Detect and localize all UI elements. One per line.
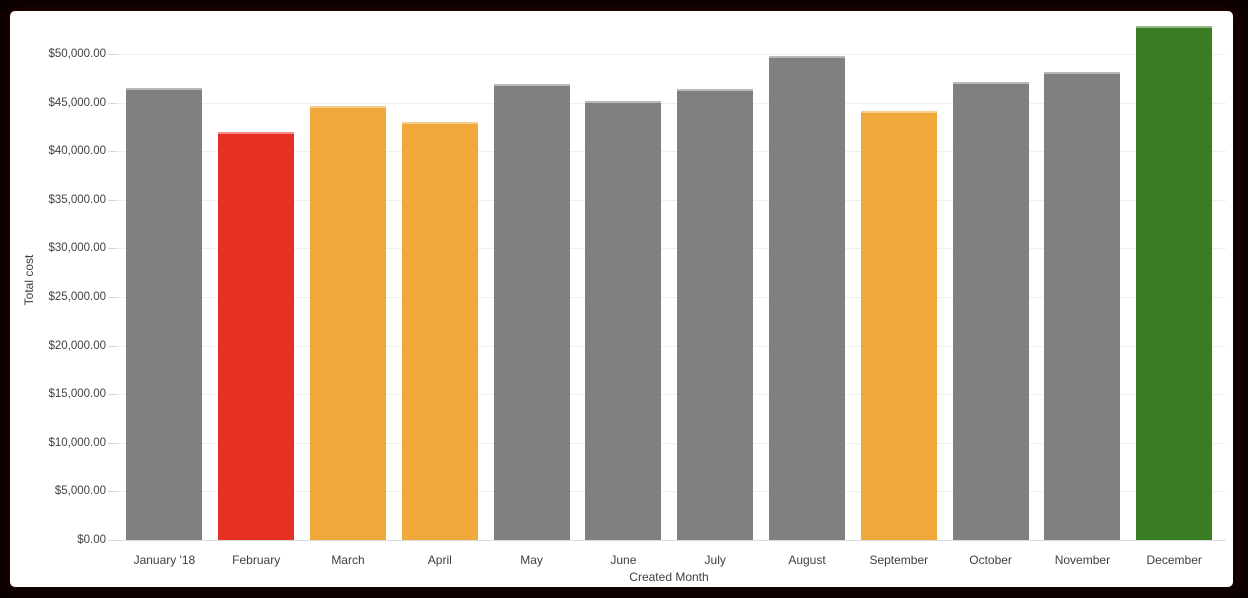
gridline [110,248,1226,250]
y-axis-tick-label: $5,000.00 [54,485,106,498]
y-axis-tick-mark [108,442,117,444]
y-axis-tick-label: $45,000.00 [48,96,106,109]
gridline [110,54,1226,55]
gridline [110,394,1226,396]
bar-july[interactable] [677,88,754,540]
bar-november[interactable] [1044,72,1121,540]
y-axis-tick-mark [108,54,117,55]
y-axis-tick-label: $20,000.00 [48,339,106,352]
y-axis-tick-label: $40,000.00 [48,145,106,158]
y-axis-tick-label: $35,000.00 [48,193,106,206]
plot-area: $0.00 $5,000.00 $10,000.00 $15,000.00 $20,00… [10,11,1233,587]
gridline [110,491,1226,493]
bar-august[interactable] [769,55,845,540]
y-axis-tick-label: $15,000.00 [48,388,106,401]
x-axis-label-may: May [520,553,543,567]
bar-february[interactable] [218,131,295,540]
x-axis-title: Created Month [629,570,709,584]
gridline [110,151,1226,153]
y-axis-tick-mark [108,248,117,250]
bar-may[interactable] [493,84,570,540]
x-axis-label-march: March [331,553,365,567]
x-axis-label-december: December [1146,553,1202,567]
x-axis-label-april: April [427,553,452,567]
x-axis-label-november: November [1054,553,1111,567]
gridline [110,102,1226,104]
gridline [110,442,1226,444]
y-axis-tick-label: $50,000.00 [48,48,106,60]
x-axis-label-september: September [869,553,929,567]
x-axis-label-october: October [969,553,1012,567]
gridline [110,297,1226,298]
chart-card: $0.00 $5,000.00 $10,000.00 $15,000.00 $20,00… [10,11,1233,587]
y-axis-tick-mark [108,540,117,541]
y-axis-tick-mark [108,102,117,104]
x-axis-label-february: February [232,553,281,567]
y-axis-tick-mark [108,491,117,493]
x-axis-line [110,540,1226,541]
y-axis-tick-mark [108,345,117,347]
y-axis-tick-mark [108,199,117,201]
y-axis-tick-label: $10,000.00 [48,436,106,449]
bar-december[interactable] [1136,25,1213,540]
x-axis-label-july: July [704,553,726,567]
y-axis-tick-mark [108,151,117,153]
y-axis-tick-label: $25,000.00 [48,291,106,303]
bar-january-18[interactable] [126,88,203,540]
y-axis-tick-label: $0.00 [77,534,106,546]
x-axis-label-june: June [610,553,637,567]
x-axis-label-january-18: January '18 [133,553,196,567]
bar-september[interactable] [860,111,937,540]
gridline [110,199,1226,201]
bar-october[interactable] [952,82,1029,540]
bar-june[interactable] [585,100,662,540]
bar-march[interactable] [310,105,386,540]
y-axis-tick-label: $30,000.00 [48,242,106,255]
bar-april[interactable] [401,122,478,540]
gridline [110,345,1226,347]
y-axis-tick-mark [108,297,117,298]
x-axis-label-august: August [788,553,826,567]
y-axis-tick-mark [108,394,117,396]
y-axis-title: Total cost [22,254,36,306]
